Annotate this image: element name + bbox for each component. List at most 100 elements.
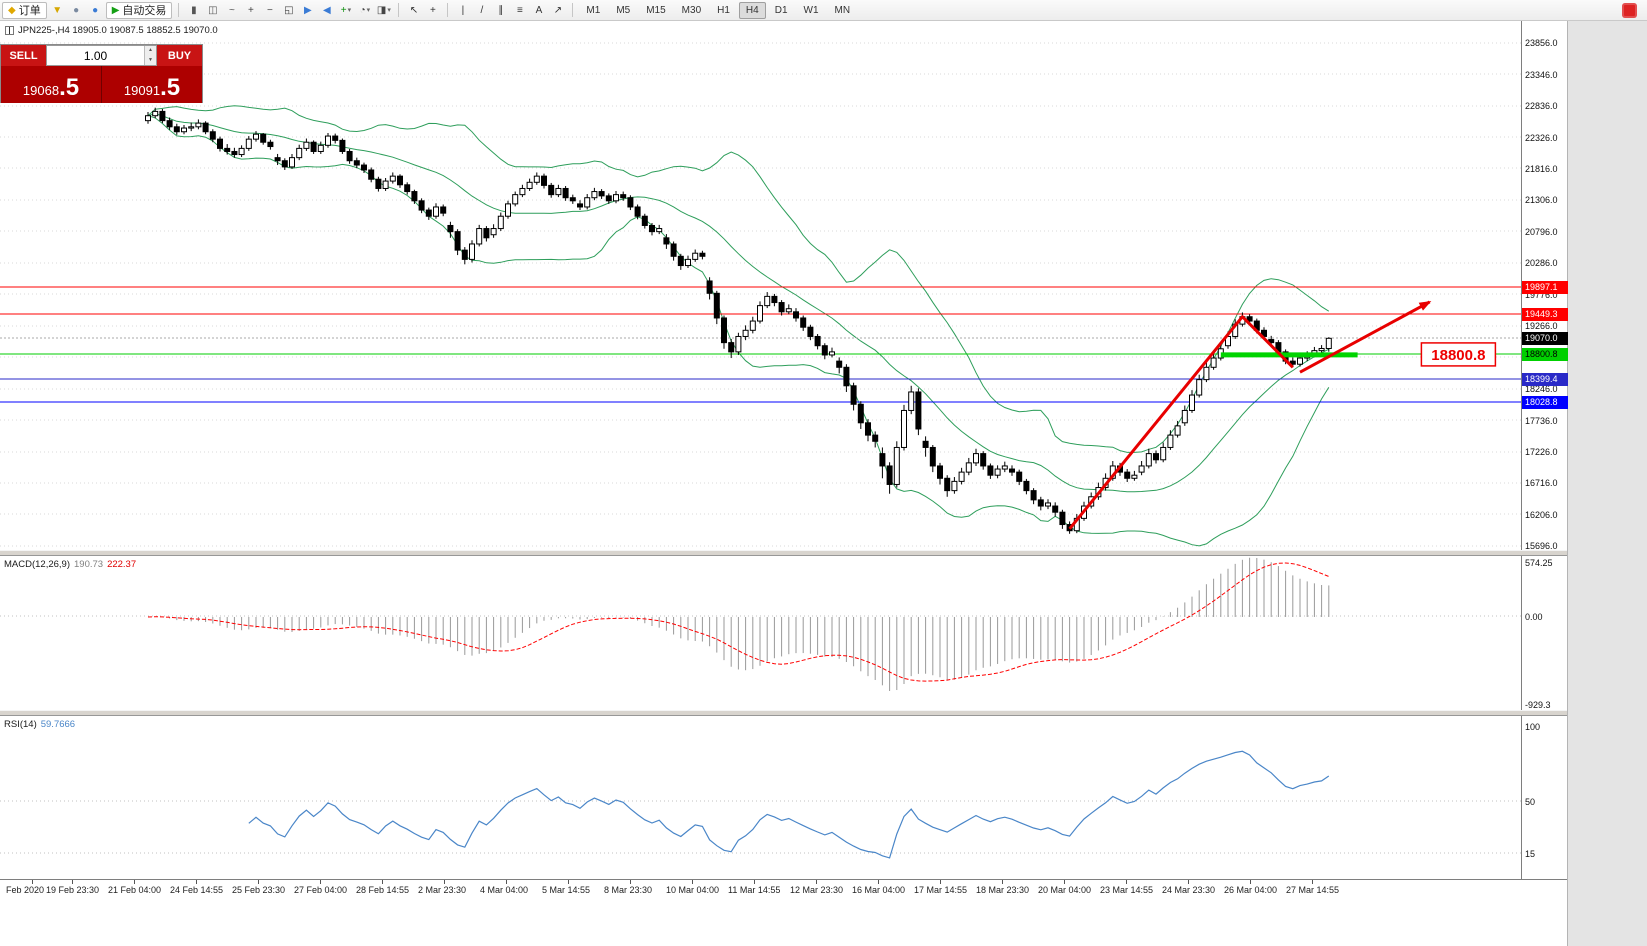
candlestick-chart-icon[interactable]: ◫ (208, 4, 218, 16)
timeframe-m5[interactable]: M5 (616, 4, 631, 16)
autotrade-button[interactable]: ▶ 自动交易 (105, 1, 173, 19)
price-line-label: 18028.8 (1522, 396, 1568, 410)
bar-chart-icon[interactable]: ▮ (191, 4, 197, 16)
buy-price-main: 19091 (123, 82, 161, 98)
templates-button[interactable]: ◨ ▾ (376, 4, 391, 16)
sell-price-main: 19068 (22, 82, 60, 98)
sell-price-frac: .5 (59, 73, 80, 101)
toolbar-separator (178, 3, 180, 17)
text-icon[interactable]: A (535, 4, 543, 16)
time-scale[interactable]: Feb 2020 19 Feb 23:30 21 Feb 04:00 24 Feb 1… (0, 879, 1567, 946)
time-axis-label: 20 Mar 04:00 (1038, 885, 1092, 895)
timeframe-w1[interactable]: W1 (803, 4, 819, 16)
price-axis-label: 0.00 (1525, 611, 1543, 622)
time-axis-label: 17 Mar 14:55 (914, 885, 968, 895)
timeframe-h1[interactable]: H1 (717, 4, 730, 16)
filter-icon[interactable]: ▼ (52, 4, 63, 16)
time-axis-tick (72, 880, 73, 884)
toolbar-separator (447, 3, 449, 17)
time-axis-tick (568, 880, 569, 884)
price-annotation-box[interactable] (1420, 342, 1497, 367)
price-line-label: 18800.8 (1522, 348, 1568, 362)
macd-legend: MACD(12,26,9) 190.73 222.37 (4, 559, 136, 570)
trend-zigzag[interactable] (1068, 315, 1294, 530)
rsi-canvas[interactable] (0, 716, 1521, 879)
volume-field: ▲▼ (46, 45, 157, 66)
pane-splitter[interactable] (0, 710, 1567, 716)
expert-advisor-icon[interactable]: ● (73, 4, 80, 16)
trendline-icon[interactable]: / (480, 4, 484, 16)
price-axis-label: 17226.0 (1525, 447, 1558, 458)
time-axis-tick (134, 880, 135, 884)
time-axis-tick (1002, 880, 1003, 884)
timeframe-m15[interactable]: M15 (646, 4, 666, 16)
time-axis-tick (506, 880, 507, 884)
buy-button[interactable]: BUY (157, 45, 202, 66)
price-axis-label: 15 (1525, 848, 1536, 859)
time-axis-tick (940, 880, 941, 884)
chart-title: JPN225-,H4 18905.0 19087.5 18852.5 19070… (18, 25, 218, 36)
buy-price[interactable]: 19091.5 (101, 66, 202, 103)
macd-histogram (154, 557, 1330, 691)
price-axis-label: 21816.0 (1525, 163, 1558, 174)
tile-windows-icon[interactable]: ◱ (284, 4, 294, 16)
volume-up-icon[interactable]: ▲ (145, 46, 156, 56)
time-axis-tick (382, 880, 383, 884)
indicators-button[interactable]: + ▾ (340, 4, 352, 16)
time-axis-tick (444, 880, 445, 884)
time-axis-tick (692, 880, 693, 884)
timeframe-mn[interactable]: MN (834, 4, 851, 16)
price-axis-label: 15696.0 (1525, 541, 1558, 552)
price-axis-label: 23346.0 (1525, 69, 1558, 80)
price-scale[interactable]: 23856.0 23346.0 22836.0 22326.0 21816.0 21306… (1521, 21, 1568, 879)
trend-arrow[interactable] (1299, 300, 1432, 374)
timeframe-d1[interactable]: D1 (774, 4, 788, 16)
zoom-out-icon[interactable]: − (266, 4, 273, 16)
chart-shift-icon[interactable]: ◀ (323, 4, 331, 16)
price-axis-label: 100 (1525, 722, 1541, 733)
sell-price[interactable]: 19068.5 (1, 66, 101, 103)
rsi-value: 59.7666 (40, 719, 76, 730)
chart-background (0, 21, 1567, 946)
time-axis-tick (320, 880, 321, 884)
macd-label: MACD(12,26,9) (4, 559, 70, 570)
channel-icon[interactable]: ∥ (498, 4, 504, 16)
sell-button[interactable]: SELL (1, 45, 46, 66)
volume-spinner: ▲ ▼ (144, 46, 156, 65)
time-axis-label: 19 Feb 23:30 (46, 885, 100, 895)
time-axis-label: 8 Mar 23:30 (604, 885, 653, 895)
community-icon[interactable] (1622, 3, 1637, 18)
price-axis-label: -929.3 (1525, 699, 1551, 710)
volume-down-icon[interactable]: ▼ (145, 55, 156, 65)
zoom-in-icon[interactable]: + (247, 4, 254, 16)
chart-title-legend: JPN225-,H4 18905.0 19087.5 18852.5 19070… (5, 25, 218, 36)
time-axis-tick (1312, 880, 1313, 884)
price-axis-label: 16716.0 (1525, 478, 1558, 489)
timeframe-m1[interactable]: M1 (586, 4, 601, 16)
fibonacci-icon[interactable]: ≡ (516, 4, 523, 16)
macd-canvas[interactable] (0, 556, 1521, 710)
cursor-icon[interactable]: ↖ (409, 4, 419, 16)
main-chart-canvas[interactable]: 18800.8 (0, 21, 1521, 550)
right-gutter (1567, 21, 1647, 946)
time-axis-tick (32, 880, 33, 884)
volume-input[interactable] (47, 46, 144, 65)
auto-scroll-icon[interactable]: ▶ (304, 4, 312, 16)
line-chart-icon[interactable]: ~ (228, 4, 235, 16)
one-click-trading-panel: SELL ▲▼ BUY 19068.5 19091.5 (0, 44, 203, 103)
pane-splitter[interactable] (0, 550, 1567, 556)
new-order-button[interactable]: ◆ 订单 (2, 1, 47, 19)
crosshair-icon[interactable]: + (429, 4, 436, 16)
time-axis-tick (1250, 880, 1251, 884)
macd-main-value: 190.73 (74, 559, 104, 570)
info-icon[interactable]: ● (92, 4, 99, 16)
price-axis-label: 20796.0 (1525, 226, 1558, 237)
periods-button[interactable]: ◔ ▾ (359, 4, 371, 16)
time-axis-label: 2 Mar 23:30 (418, 885, 467, 895)
arrows-icon[interactable]: ↗ (553, 4, 563, 16)
timeframe-m30[interactable]: M30 (681, 4, 702, 16)
timeframe-h4[interactable]: H4 (738, 1, 766, 19)
toolbar-separator (572, 3, 574, 17)
vertical-line-icon[interactable]: | (461, 4, 465, 16)
